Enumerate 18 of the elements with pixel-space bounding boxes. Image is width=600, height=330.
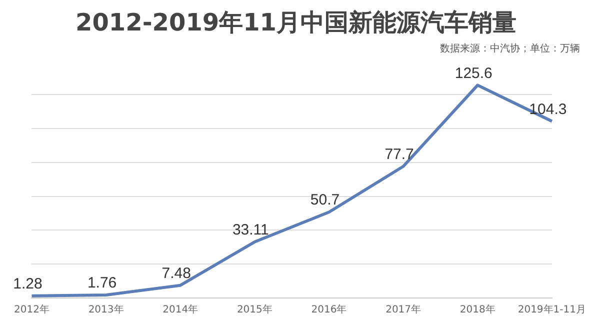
data-label: 50.7 — [310, 192, 340, 209]
x-tick-label: 2012年 — [14, 304, 50, 316]
data-label: 125.6 — [454, 64, 492, 82]
chart-title: 2012-2019年11月中国新能源汽车销量 — [76, 8, 516, 37]
x-tick-label: 2019年1-11月 — [518, 304, 586, 316]
x-tick-label: 2017年 — [386, 304, 422, 316]
data-label: 7.48 — [162, 264, 191, 282]
x-tick-label: 2015年 — [236, 304, 272, 316]
x-tick-label: 2013年 — [88, 304, 124, 316]
source-note: 数据来源：中汽协；单位：万辆 — [440, 42, 580, 54]
x-tick-label: 2016年 — [311, 304, 347, 316]
x-tick-label: 2018年 — [460, 304, 496, 316]
data-label: 104.3 — [529, 100, 567, 118]
data-label: 77.7 — [384, 146, 414, 163]
data-label: 1.28 — [13, 275, 42, 292]
x-tick-label: 2014年 — [162, 304, 198, 316]
data-label: 1.76 — [87, 274, 117, 292]
data-label: 33.11 — [232, 222, 269, 239]
